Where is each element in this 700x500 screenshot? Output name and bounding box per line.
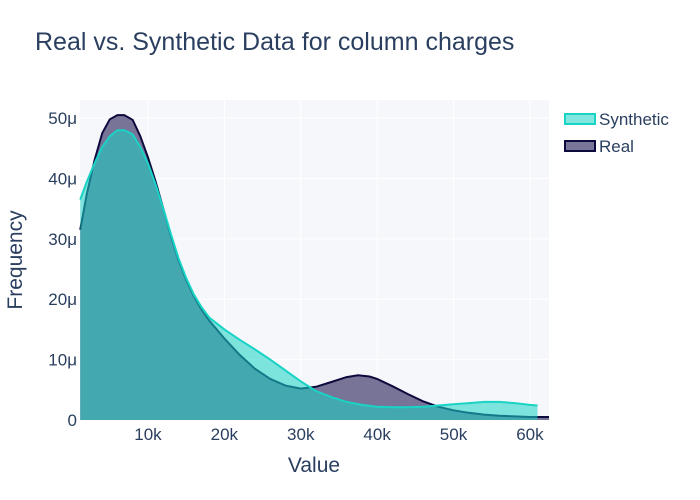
y-tick-label: 50μ: [48, 109, 77, 128]
legend[interactable]: Synthetic Real: [564, 110, 669, 156]
legend-label: Real: [599, 137, 634, 156]
x-tick-label: 40k: [363, 425, 391, 444]
series-area-synthetic: [80, 130, 538, 420]
x-tick-label: 30k: [287, 425, 315, 444]
x-tick-label: 10k: [134, 425, 162, 444]
y-tick-label: 30μ: [48, 230, 77, 249]
x-tick-label: 20k: [211, 425, 239, 444]
legend-item-real[interactable]: Real: [564, 137, 634, 156]
chart-title: Real vs. Synthetic Data for column charg…: [35, 28, 514, 56]
x-axis-title: Value: [288, 454, 340, 477]
y-axis-title: Frequency: [4, 210, 27, 310]
series-line-synthetic: [79, 129, 538, 409]
x-axis: 10k 20k 30k 40k 50k 60k: [134, 425, 544, 444]
legend-item-synthetic[interactable]: Synthetic: [564, 110, 669, 129]
y-tick-label: 10μ: [48, 351, 77, 370]
x-tick-label: 60k: [516, 425, 544, 444]
series-layer: [79, 114, 549, 420]
y-tick-label: 20μ: [48, 290, 77, 309]
x-tick-label: 50k: [440, 425, 468, 444]
legend-swatch: [564, 113, 596, 125]
y-tick-label: 0: [68, 411, 77, 430]
series-synthetic: [79, 129, 538, 420]
y-tick-label: 40μ: [48, 169, 77, 188]
y-axis: 0 10μ 20μ 30μ 40μ 50μ: [48, 109, 77, 430]
legend-label: Synthetic: [599, 110, 669, 129]
legend-swatch: [564, 140, 596, 152]
